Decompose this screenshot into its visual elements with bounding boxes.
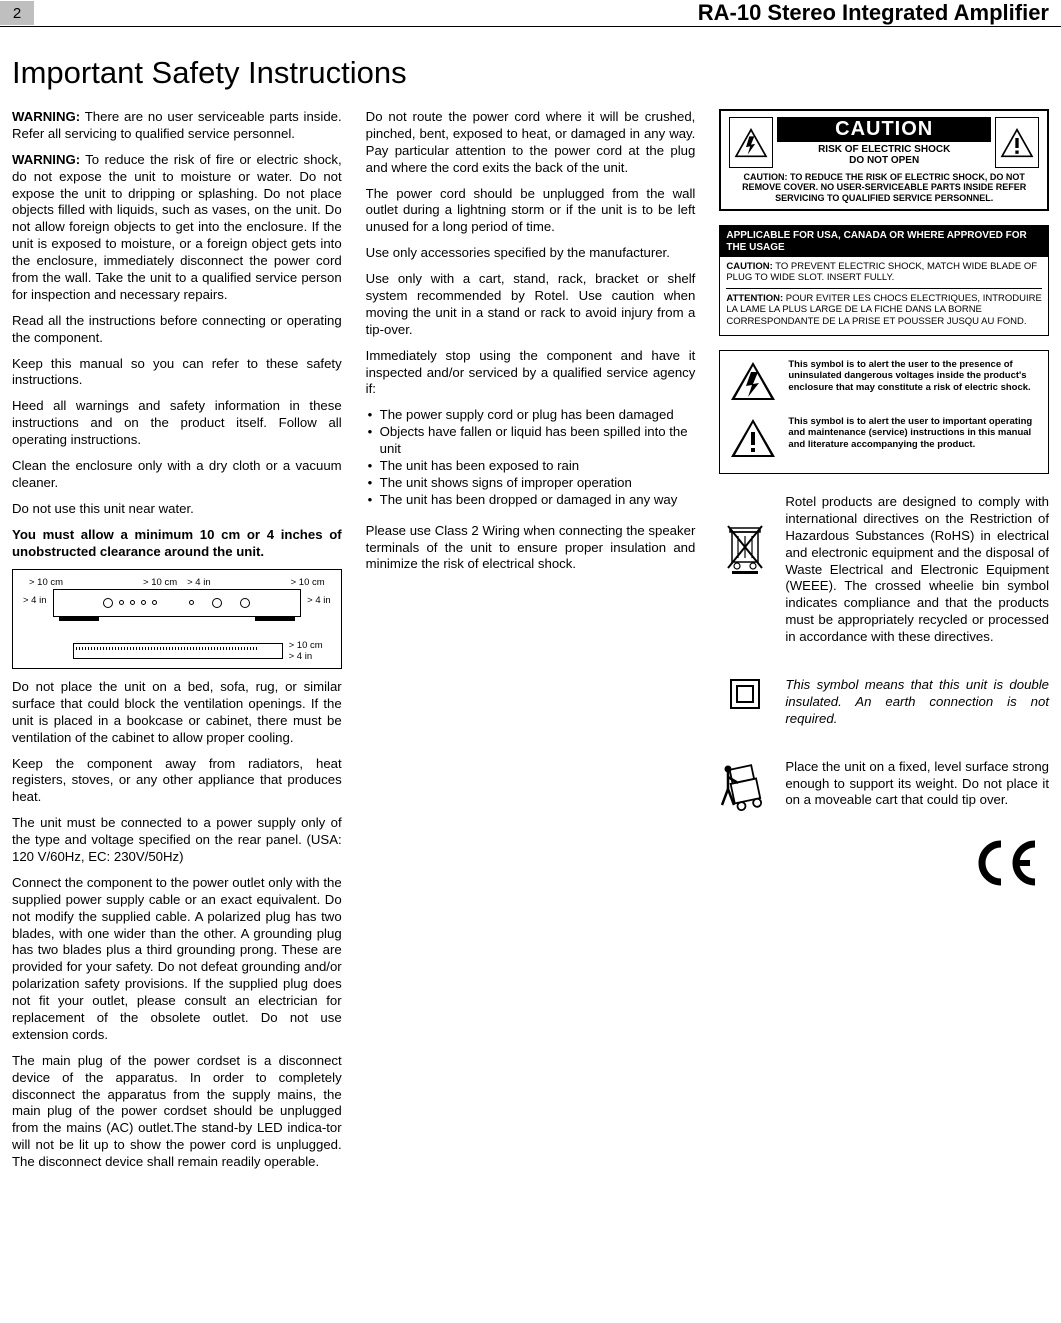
dim-top-mid-in: > 4 in	[187, 578, 211, 588]
instr-class2-wiring: Please use Class 2 Wiring when connectin…	[366, 523, 696, 574]
warning-2: WARNING: To reduce the risk of fire or e…	[12, 152, 342, 304]
list-item: Objects have fallen or liquid has been s…	[366, 424, 696, 458]
dim-side-cm: > 10 cm	[289, 641, 323, 651]
column-2: Do not route the power cord where it wil…	[366, 109, 696, 582]
instr-clearance: You must allow a minimum 10 cm or 4 inch…	[12, 527, 342, 561]
weee-bin-icon	[719, 522, 771, 574]
instr-lightning: The power cord should be unplugged from …	[366, 186, 696, 237]
list-item: The unit has been dropped or damaged in …	[366, 492, 696, 509]
rohs-row: Rotel products are designed to comply wi…	[719, 494, 1049, 655]
instr-heat: Keep the component away from radiators, …	[12, 756, 342, 807]
excl-symbol-text: This symbol is to alert the user to impo…	[788, 416, 1040, 450]
exclamation-triangle-icon	[995, 117, 1039, 168]
service-conditions-list: The power supply cord or plug has been d…	[366, 407, 696, 508]
dim-right-in: > 4 in	[307, 596, 331, 606]
cart-text: Place the unit on a fixed, level surface…	[785, 759, 1049, 810]
column-1: WARNING: There are no user serviceable p…	[12, 109, 342, 1180]
cart-row: Place the unit on a fixed, level surface…	[719, 759, 1049, 819]
double-square-icon	[719, 677, 771, 711]
symbol-explain-box: This symbol is to alert the user to the …	[719, 350, 1049, 474]
bolt-symbol-text: This symbol is to alert the user to the …	[788, 359, 1040, 393]
instr-keep-manual: Keep this manual so you can refer to the…	[12, 356, 342, 390]
dim-top-left: > 10 cm	[29, 578, 63, 588]
main-heading: Important Safety Instructions	[12, 55, 1049, 91]
usa-head: APPLICABLE FOR USA, CANADA OR WHERE APPR…	[720, 226, 1048, 257]
usa-attention: ATTENTION: POUR EVITER LES CHOCS ELECTRI…	[726, 293, 1042, 327]
column-3: CAUTION RISK OF ELECTRIC SHOCK DO NOT OP…	[719, 109, 1049, 896]
instr-read: Read all the instructions before connect…	[12, 313, 342, 347]
instr-cord-routing: Do not route the power cord where it wil…	[366, 109, 696, 177]
caution-body-text: CAUTION: TO REDUCE THE RISK OF ELECTRIC …	[729, 172, 1039, 203]
dim-left-in: > 4 in	[23, 596, 47, 606]
dim-top-right: > 10 cm	[291, 578, 325, 588]
content-columns: WARNING: There are no user serviceable p…	[12, 109, 1049, 1180]
instr-heed: Heed all warnings and safety information…	[12, 398, 342, 449]
ce-mark-icon	[719, 840, 1049, 896]
lightning-triangle-icon	[728, 359, 778, 408]
dim-top-mid-cm: > 10 cm	[143, 578, 177, 588]
tipping-cart-icon	[719, 759, 771, 815]
exclamation-triangle-icon	[728, 416, 778, 465]
dim-side-in: > 4 in	[289, 652, 323, 662]
instr-power-cable: Connect the component to the power outle…	[12, 875, 342, 1044]
usa-canada-box: APPLICABLE FOR USA, CANADA OR WHERE APPR…	[719, 225, 1049, 336]
unit-front-icon	[53, 589, 301, 617]
usa-caution: CAUTION: TO PREVENT ELECTRIC SHOCK, MATC…	[726, 261, 1042, 284]
instr-accessories: Use only accessories specified by the ma…	[366, 245, 696, 262]
caution-box: CAUTION RISK OF ELECTRIC SHOCK DO NOT OP…	[719, 109, 1049, 211]
list-item: The unit has been exposed to rain	[366, 458, 696, 475]
instr-cart-stand: Use only with a cart, stand, rack, brack…	[366, 271, 696, 339]
instr-service-if: Immediately stop using the component and…	[366, 348, 696, 399]
rohs-text: Rotel products are designed to comply wi…	[785, 494, 1049, 646]
clearance-diagram: > 10 cm > 10 cm > 4 in > 10 cm > 4 in > …	[12, 569, 342, 669]
page-header: 2 RA-10 Stereo Integrated Amplifier	[0, 0, 1061, 27]
double-insulated-row: This symbol means that this unit is doub…	[719, 677, 1049, 737]
instr-disconnect: The main plug of the power cordset is a …	[12, 1053, 342, 1171]
instr-clean: Clean the enclosure only with a dry clot…	[12, 458, 342, 492]
instr-voltage: The unit must be connected to a power su…	[12, 815, 342, 866]
unit-side-icon	[73, 643, 283, 659]
product-title: RA-10 Stereo Integrated Amplifier	[698, 0, 1049, 26]
instr-ventilation: Do not place the unit on a bed, sofa, ru…	[12, 679, 342, 747]
instr-no-water: Do not use this unit near water.	[12, 501, 342, 518]
warning-1: WARNING: There are no user serviceable p…	[12, 109, 342, 143]
list-item: The unit shows signs of improper operati…	[366, 475, 696, 492]
divider	[726, 288, 1042, 289]
page-number: 2	[0, 1, 34, 25]
double-insulated-text: This symbol means that this unit is doub…	[785, 677, 1049, 728]
caution-subtitle: RISK OF ELECTRIC SHOCK DO NOT OPEN	[777, 142, 991, 168]
lightning-triangle-icon	[729, 117, 773, 168]
caution-word: CAUTION	[777, 117, 991, 142]
list-item: The power supply cord or plug has been d…	[366, 407, 696, 424]
